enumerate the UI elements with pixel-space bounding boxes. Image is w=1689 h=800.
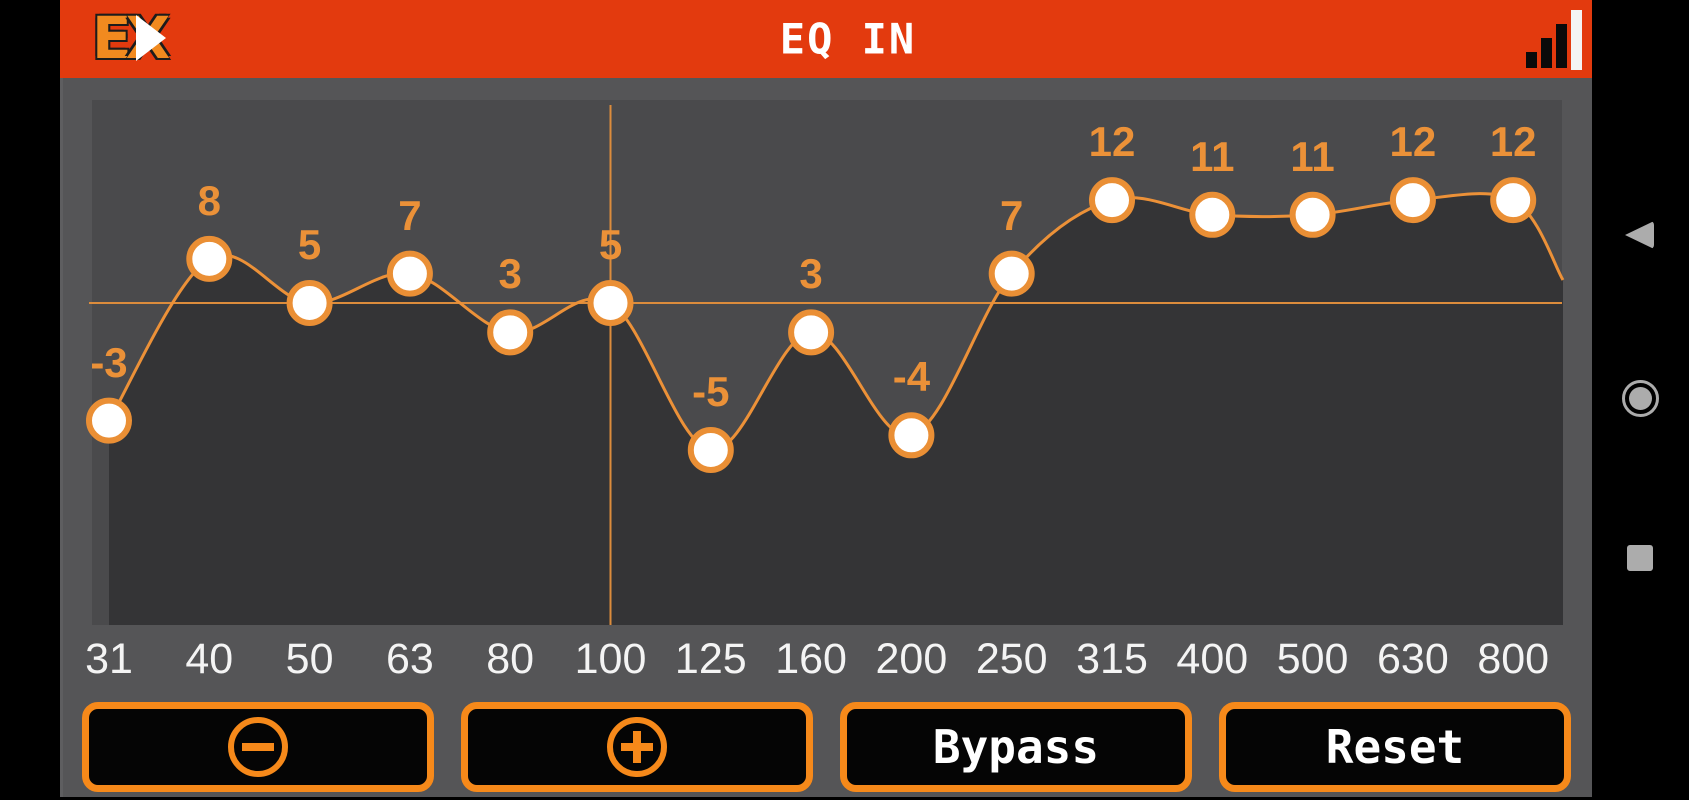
app-header: E X EQ IN xyxy=(60,0,1592,78)
eq-app-window: E X EQ IN -3 8 5 7 3 5 -5 3 -4 7 12 11 11 12 12 31 40 50 6… xyxy=(60,0,1592,800)
eq-point-marker-400[interactable] xyxy=(1189,191,1236,238)
android-nav-bar xyxy=(1592,0,1689,800)
eq-point-marker-250[interactable] xyxy=(988,250,1035,297)
eq-point-marker-31[interactable] xyxy=(86,397,132,444)
signal-bar-1 xyxy=(1526,52,1537,68)
ex-logo: E X xyxy=(92,8,170,68)
signal-bars-icon xyxy=(1522,10,1582,70)
decrease-gain-button[interactable] xyxy=(82,702,434,792)
eq-point-marker-40[interactable] xyxy=(186,235,233,282)
signal-bar-2 xyxy=(1541,38,1552,68)
eq-point-marker-200[interactable] xyxy=(888,412,935,459)
logo-letter-e: E xyxy=(92,4,132,72)
plus-circle-icon xyxy=(607,717,667,777)
page-title: EQ IN xyxy=(779,14,917,64)
eq-point-marker-315[interactable] xyxy=(1089,177,1135,224)
reset-button-label: Reset xyxy=(1325,720,1465,774)
home-circle-icon[interactable] xyxy=(1622,380,1659,417)
bypass-button[interactable]: Bypass xyxy=(840,702,1192,792)
eq-point-marker-125[interactable] xyxy=(687,427,734,473)
recents-square-icon[interactable] xyxy=(1627,545,1653,571)
eq-point-marker-500[interactable] xyxy=(1289,191,1336,238)
left-bezel xyxy=(0,0,60,800)
eq-controls-row: Bypass Reset xyxy=(82,702,1571,792)
reset-button[interactable]: Reset xyxy=(1219,702,1571,792)
eq-point-marker-800[interactable] xyxy=(1490,177,1537,224)
eq-point-marker-160[interactable] xyxy=(788,309,835,356)
minus-circle-icon xyxy=(228,717,288,777)
bypass-button-label: Bypass xyxy=(932,720,1100,774)
eq-point-marker-80[interactable] xyxy=(487,309,534,356)
signal-bar-4-active xyxy=(1571,10,1582,70)
eq-curve-chart xyxy=(86,100,1565,625)
eq-chart-area: -3 8 5 7 3 5 -5 3 -4 7 12 11 11 12 12 31 40 50 63 80 100 125 1… xyxy=(60,78,1592,797)
eq-point-marker-63[interactable] xyxy=(386,250,433,297)
play-triangle-icon xyxy=(136,15,166,61)
under-curve-fill xyxy=(109,193,1563,625)
bottom-bezel xyxy=(60,797,1592,800)
eq-point-marker-100[interactable] xyxy=(587,280,634,326)
eq-point-marker-630[interactable] xyxy=(1389,177,1436,224)
signal-bar-3 xyxy=(1556,24,1567,68)
back-triangle-icon[interactable] xyxy=(1625,221,1654,249)
increase-gain-button[interactable] xyxy=(461,702,813,792)
eq-point-marker-50[interactable] xyxy=(286,280,333,326)
